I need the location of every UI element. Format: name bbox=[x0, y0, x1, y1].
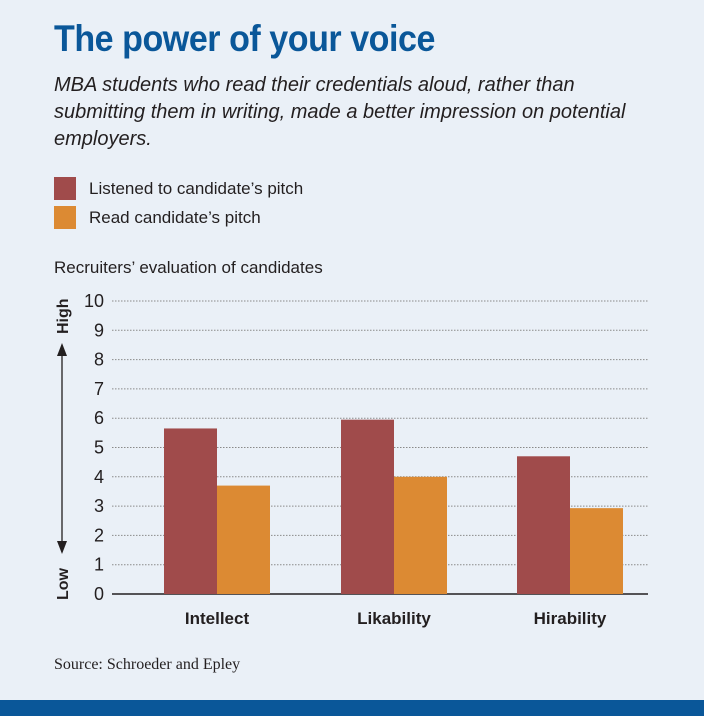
y-tick-label: 0 bbox=[94, 584, 104, 604]
chart-title-heading: The power of your voice bbox=[54, 18, 435, 59]
y-tick-label: 2 bbox=[94, 525, 104, 545]
legend-swatch-listened bbox=[54, 177, 76, 200]
y-tick-label: 9 bbox=[94, 320, 104, 340]
legend-label-listened: Listened to candidate’s pitch bbox=[89, 178, 304, 198]
x-category-label: Hirability bbox=[534, 609, 607, 628]
y-tick-label: 8 bbox=[94, 350, 104, 370]
legend-swatch-read bbox=[54, 206, 76, 229]
legend-label-read: Read candidate’s pitch bbox=[89, 207, 261, 227]
y-tick-label: 3 bbox=[94, 496, 104, 516]
legend-item-listened: Listened to candidate’s pitch bbox=[54, 174, 303, 203]
y-tick-label: 10 bbox=[84, 291, 104, 311]
y-axis-high-label: High bbox=[55, 298, 72, 334]
x-category-label: Likability bbox=[357, 609, 431, 628]
y-tick-label: 7 bbox=[94, 379, 104, 399]
y-tick-label: 5 bbox=[94, 438, 104, 458]
x-category-label: Intellect bbox=[185, 609, 250, 628]
source-note: Source: Schroeder and Epley bbox=[54, 656, 241, 673]
bar-read-likability bbox=[394, 476, 447, 594]
legend-item-read: Read candidate’s pitch bbox=[54, 203, 303, 232]
high-low-arrow: High Low bbox=[55, 298, 72, 600]
bar-listened-likability bbox=[341, 419, 394, 594]
y-axis-low-label: Low bbox=[55, 567, 72, 600]
chart-axis-title: Recruiters’ evaluation of candidates bbox=[54, 258, 323, 277]
bar-read-intellect bbox=[217, 485, 270, 594]
y-tick-label: 1 bbox=[94, 555, 104, 575]
bar-listened-hirability bbox=[517, 456, 570, 594]
y-tick-label: 4 bbox=[94, 467, 104, 487]
arrow-up-icon bbox=[57, 343, 67, 356]
legend: Listened to candidate’s pitch Read candi… bbox=[54, 174, 303, 232]
y-tick-label: 6 bbox=[94, 408, 104, 428]
chart-subtitle: MBA students who read their credentials … bbox=[54, 74, 626, 150]
footer-bar bbox=[0, 700, 704, 716]
bar-read-hirability bbox=[570, 508, 623, 594]
bar-listened-intellect bbox=[164, 428, 217, 594]
arrow-down-icon bbox=[57, 541, 67, 554]
